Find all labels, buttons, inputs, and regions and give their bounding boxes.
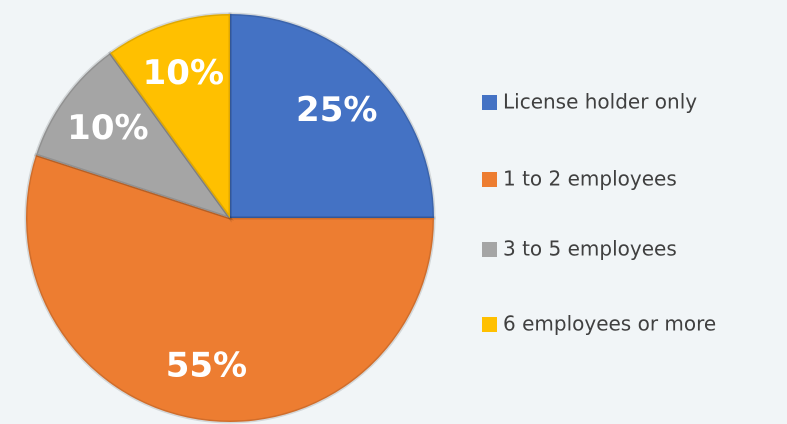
value-label: 55% — [166, 346, 247, 386]
legend-label: 6 employees or more — [503, 312, 716, 336]
legend-label: 1 to 2 employees — [503, 167, 677, 191]
legend-swatch — [482, 317, 497, 332]
pie-slice — [24, 153, 436, 424]
value-label: 10% — [67, 108, 148, 148]
legend-swatch — [482, 95, 497, 110]
legend-label: License holder only — [503, 90, 697, 114]
legend-swatch — [482, 172, 497, 187]
legend-label: 3 to 5 employees — [503, 237, 677, 261]
pie-slice — [228, 12, 436, 220]
pie-slice — [107, 12, 232, 223]
value-label: 25% — [296, 90, 377, 130]
pie-slice — [34, 50, 234, 221]
value-label: 10% — [143, 53, 224, 93]
legend-swatch — [482, 242, 497, 257]
